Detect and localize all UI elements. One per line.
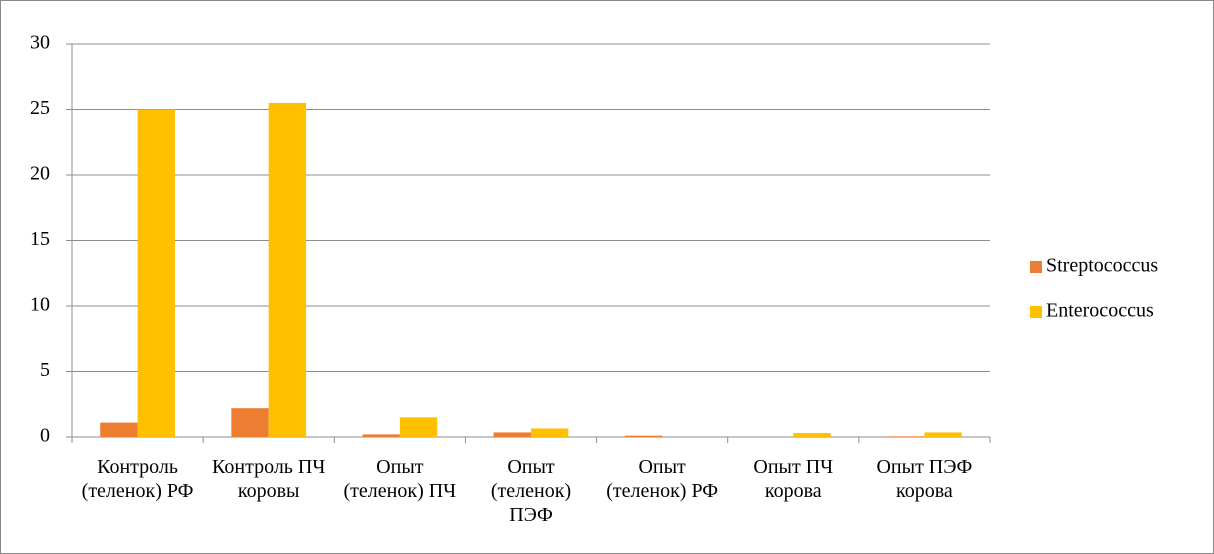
legend-label: Enterococcus xyxy=(1046,300,1154,322)
x-tick-label: Опыт (теленок) ПЭФ xyxy=(490,456,572,526)
bar xyxy=(137,109,175,437)
legend-swatch xyxy=(1030,306,1042,318)
y-tick-label: 10 xyxy=(30,294,50,316)
bar xyxy=(924,432,962,437)
y-tick-label: 0 xyxy=(40,425,50,447)
bar xyxy=(887,436,925,437)
bar xyxy=(624,435,663,437)
y-tick-label: 5 xyxy=(40,359,50,381)
bar xyxy=(268,102,307,437)
bar xyxy=(531,428,569,437)
y-tick-label: 20 xyxy=(30,163,50,185)
bar xyxy=(493,432,531,437)
bar xyxy=(362,434,400,437)
bar xyxy=(100,422,138,437)
bar xyxy=(793,433,831,437)
legend-swatch xyxy=(1030,261,1042,273)
x-tick-label: Опыт ПЭФ корова xyxy=(876,456,973,502)
x-tick-label: Контроль ПЧ коровы xyxy=(212,456,326,502)
bar xyxy=(399,417,438,437)
x-tick-label: Опыт (теленок) РФ xyxy=(606,456,719,502)
y-tick-label: 15 xyxy=(30,228,50,250)
x-tick-label: Опыт ПЧ корова xyxy=(753,456,834,502)
y-tick-label: 25 xyxy=(30,97,50,119)
x-tick-label: Опыт (теленок) ПЧ xyxy=(343,456,457,502)
x-tick-label: Контроль (теленок) РФ xyxy=(81,456,194,502)
bar xyxy=(231,408,269,437)
legend-label: Streptococcus xyxy=(1046,255,1158,277)
y-tick-label: 30 xyxy=(30,32,50,54)
